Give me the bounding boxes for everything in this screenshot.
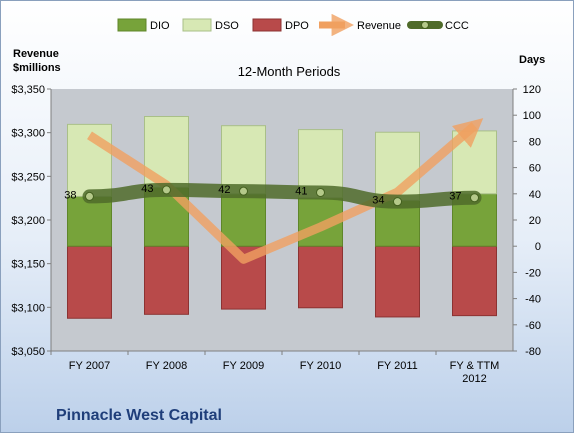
ccc-point [316, 187, 325, 197]
left-tick-label: $3,250 [11, 171, 45, 183]
left-axis-label-line2: $millions [13, 62, 61, 74]
left-axis-label-line1: Revenue [13, 48, 59, 60]
right-tick-label: 80 [529, 136, 541, 148]
legend-label: DSO [215, 20, 239, 32]
x-tick-label: 2012 [462, 373, 486, 385]
right-tick-label: -80 [525, 346, 541, 358]
legend: DIO DSO DPO Revenue CCC [117, 13, 469, 37]
ccc-point [393, 197, 402, 207]
dpo-bar [375, 245, 420, 318]
left-tick-label: $3,050 [11, 346, 45, 358]
dio-bar [221, 193, 266, 247]
right-tick-label: -20 [525, 267, 541, 279]
right-axis-label: Days [519, 54, 545, 66]
x-tick-label: FY 2010 [300, 360, 341, 372]
left-tick-label: $3,200 [11, 215, 45, 227]
legend-swatch [252, 18, 282, 32]
chart-title: 12-Month Periods [238, 64, 341, 79]
right-tick-label: 120 [523, 84, 541, 96]
ccc-data-label: 37 [449, 191, 461, 203]
legend-marker [421, 21, 429, 29]
ccc-data-label: 43 [141, 183, 153, 195]
left-tick-label: $3,300 [11, 128, 45, 140]
revenue-line [87, 118, 484, 264]
legend-label: CCC [445, 20, 469, 32]
dpo-bar [452, 245, 497, 317]
ccc-point [85, 191, 94, 201]
x-tick-label: FY & TTM [450, 360, 500, 372]
dso-bar [67, 123, 112, 197]
x-tick-label: FY 2008 [146, 360, 187, 372]
right-tick-label: -40 [525, 294, 541, 306]
right-tick-label: 40 [529, 189, 541, 201]
dpo-bar [144, 245, 189, 315]
legend-label: DPO [285, 20, 309, 32]
ccc-line [82, 182, 482, 209]
x-tick-label: FY 2007 [69, 360, 110, 372]
right-tick-label: -60 [525, 320, 541, 332]
axes-group: $3,050 $3,100 $3,150 $3,200 $3,250 $3,300 $3,3… [11, 84, 541, 385]
ccc-data-label: 38 [64, 189, 76, 201]
dpo-bar [298, 245, 343, 309]
legend-swatch [182, 18, 212, 32]
plot-area [51, 89, 513, 351]
dio-bar [67, 195, 112, 247]
left-tick-label: $3,100 [11, 302, 45, 314]
left-tick-label: $3,350 [11, 84, 45, 96]
ccc-data-label: 34 [372, 195, 384, 207]
left-tick-label: $3,150 [11, 259, 45, 271]
right-tick-label: 100 [523, 110, 541, 122]
right-tick-label: 20 [529, 215, 541, 227]
x-tick-label: FY 2011 [377, 360, 418, 372]
legend-swatch [117, 18, 147, 32]
legend-label: DIO [150, 20, 170, 32]
ccc-point [239, 186, 248, 196]
ccc-point [162, 185, 171, 195]
ccc-data-label: 42 [218, 184, 230, 196]
ccc-data-label: 41 [295, 185, 307, 197]
ccc-point [470, 193, 479, 203]
company-name: Pinnacle West Capital [56, 407, 222, 424]
legend-label: Revenue [357, 20, 401, 32]
dpo-bar [67, 245, 112, 319]
lines-group: 38 43 42 41 34 37 [64, 118, 484, 264]
x-tick-label: FY 2009 [223, 360, 264, 372]
right-tick-label: 0 [535, 241, 541, 253]
right-tick-label: 60 [529, 163, 541, 175]
